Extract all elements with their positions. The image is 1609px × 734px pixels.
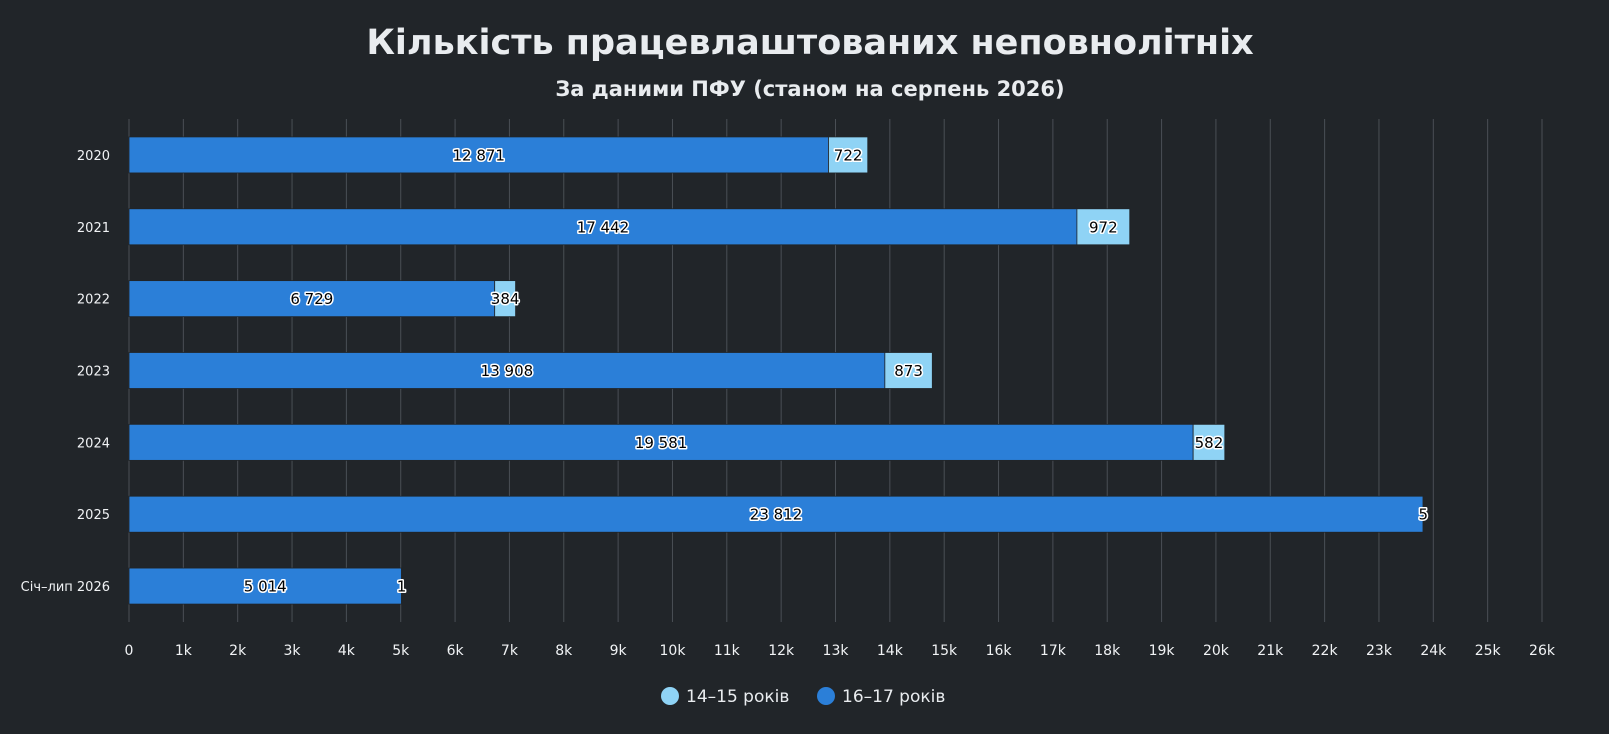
bar-16-17[interactable] xyxy=(128,352,886,389)
data-label: 873 xyxy=(894,362,923,380)
bar-14-15[interactable] xyxy=(401,567,403,605)
legend-item[interactable]: 14–15 років xyxy=(661,687,789,707)
data-label: 722 xyxy=(834,146,863,164)
data-label: 23 812 xyxy=(750,506,803,524)
x-tick-label: 13k xyxy=(823,643,850,659)
x-tick-label: 12k xyxy=(768,643,795,659)
data-label: 972 xyxy=(1089,218,1118,236)
bar-14-15[interactable] xyxy=(1076,208,1131,246)
x-tick-label: 17k xyxy=(1040,643,1067,659)
y-category-label: 2021 xyxy=(77,221,110,236)
x-axis-ticks: 0 1k 2k 3k 4k 5k 6k 7k 8k 9k 10k 11k 12k 13k 14k 15k 16k… xyxy=(125,643,1556,659)
x-tick-label: 26k xyxy=(1529,643,1556,659)
y-category-label: 2023 xyxy=(77,365,110,380)
data-label: 1 xyxy=(397,578,407,596)
bar-14-15[interactable] xyxy=(884,352,933,389)
bar-16-17[interactable] xyxy=(128,495,1424,533)
legend: 14–15 років 16–17 років xyxy=(661,687,945,707)
x-tick-label: 16k xyxy=(986,643,1013,659)
x-tick-label: 7k xyxy=(501,643,519,659)
x-tick-label: 19k xyxy=(1149,643,1176,659)
x-tick-label: 22k xyxy=(1312,643,1339,659)
data-label: 13 908 xyxy=(481,362,534,380)
data-label: 19 581 xyxy=(635,434,688,452)
x-tick-label: 11k xyxy=(714,643,741,659)
x-tick-label: 24k xyxy=(1420,643,1447,659)
x-tick-label: 21k xyxy=(1257,643,1284,659)
x-tick-label: 25k xyxy=(1475,643,1502,659)
x-tick-label: 10k xyxy=(660,643,687,659)
bar-16-17[interactable] xyxy=(128,208,1078,246)
legend-marker xyxy=(661,687,679,705)
legend-item[interactable]: 16–17 років xyxy=(817,687,945,707)
legend-marker xyxy=(817,687,835,705)
legend-label: 16–17 років xyxy=(842,687,945,707)
bar-16-17[interactable] xyxy=(128,567,402,605)
bar-14-15[interactable] xyxy=(494,280,516,318)
data-label: 384 xyxy=(491,290,520,308)
x-tick-label: 1k xyxy=(175,643,193,659)
x-tick-label: 15k xyxy=(931,643,958,659)
x-tick-label: 8k xyxy=(555,643,573,659)
legend-label: 14–15 років xyxy=(686,687,789,707)
x-tick-label: 0 xyxy=(125,643,134,659)
x-tick-label: 9k xyxy=(610,643,628,659)
data-labels-layer: 12 871 722 17 442 972 6 729 384 13 908 873 19 58… xyxy=(242,145,1429,597)
x-tick-label: 20k xyxy=(1203,643,1230,659)
y-category-label: 2022 xyxy=(77,293,110,308)
y-category-label: 2020 xyxy=(77,149,110,164)
data-label: 6 729 xyxy=(290,290,333,308)
bar-16-17[interactable] xyxy=(128,423,1194,461)
x-tick-label: 2k xyxy=(229,643,247,659)
data-label: 12 871 xyxy=(452,146,505,164)
chart-title: Кількість працевлаштованих неповнолітніх xyxy=(366,23,1254,63)
x-tick-label: 3k xyxy=(284,643,302,659)
y-category-label: 2025 xyxy=(77,508,110,523)
y-axis-categories: 2020 2021 2022 2023 2024 2025 Січ–лип 2026 xyxy=(21,149,110,595)
bar-14-15[interactable] xyxy=(1192,423,1226,461)
x-tick-label: 23k xyxy=(1366,643,1393,659)
data-label: 17 442 xyxy=(577,218,630,236)
bar-14-15[interactable] xyxy=(828,136,869,174)
y-category-label: Січ–лип 2026 xyxy=(21,580,110,595)
x-tick-label: 18k xyxy=(1094,643,1121,659)
x-tick-label: 6k xyxy=(447,643,465,659)
x-tick-label: 4k xyxy=(338,643,356,659)
x-tick-label: 14k xyxy=(877,643,904,659)
bars-layer xyxy=(128,136,1424,605)
data-label: 5 xyxy=(1418,506,1428,524)
data-label: 5 014 xyxy=(244,578,287,596)
chart-subtitle: За даними ПФУ (станом на серпень 2026) xyxy=(555,77,1064,101)
bar-16-17[interactable] xyxy=(128,280,496,318)
x-tick-label: 5k xyxy=(392,643,410,659)
bar-14-15[interactable] xyxy=(1422,495,1424,533)
data-label: 582 xyxy=(1195,434,1224,452)
y-category-label: 2024 xyxy=(77,436,110,451)
